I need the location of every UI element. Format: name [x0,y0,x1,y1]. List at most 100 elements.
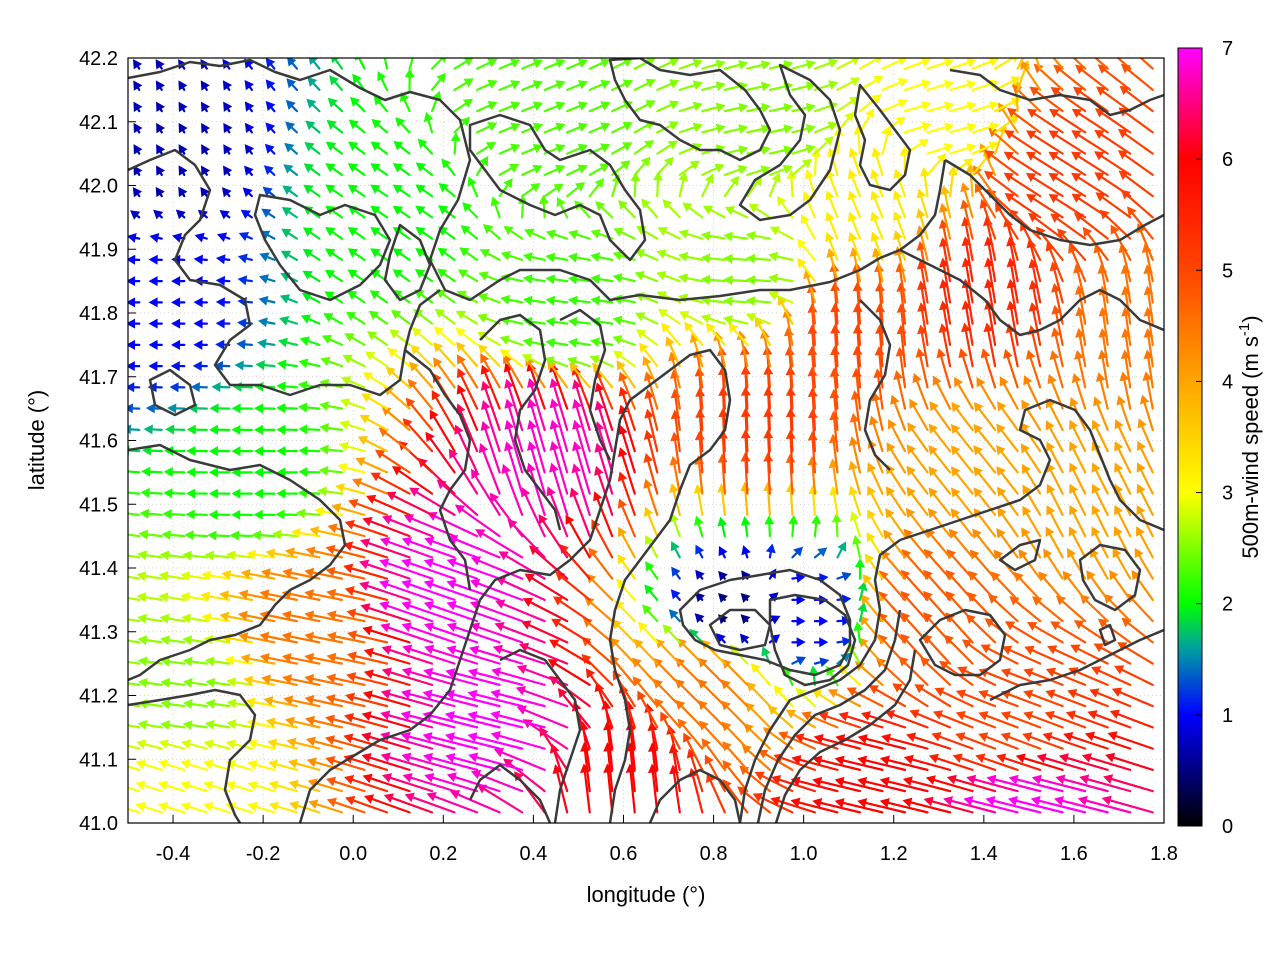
wind-arrow [1079,774,1132,793]
wind-arrow [645,561,659,580]
wind-arrow [745,275,771,286]
wind-arrow [566,143,589,155]
wind-arrow [280,250,299,261]
wind-arrow [1084,731,1132,750]
wind-arrow [180,780,208,793]
wind-arrow [764,515,775,538]
wind-arrow [158,592,186,603]
wind-arrow [522,597,569,623]
wind-arrow [791,546,804,559]
wind-arrow [433,357,456,389]
wind-arrow [1114,441,1132,474]
wind-arrow [968,570,997,601]
wind-arrow [325,248,344,261]
x-tick-label: 0.6 [610,843,638,865]
wind-arrow [211,382,231,393]
wind-arrow [415,184,434,198]
contour-line [128,443,347,682]
wind-arrow [1097,618,1132,644]
wind-arrow [568,295,591,306]
wind-arrow [238,589,276,601]
wind-arrow [469,645,524,665]
wind-arrow [567,356,591,368]
wind-arrow [404,792,456,814]
wind-arrow [768,145,794,156]
wind-arrow [231,446,253,457]
wind-arrow [582,617,614,644]
wind-arrow [186,488,208,499]
wind-arrow [325,735,366,750]
wind-arrow [661,322,681,346]
wind-arrow [549,419,569,474]
y-tick-label: 41.5 [79,494,118,516]
contour-line [148,368,197,417]
wind-arrow [721,700,749,729]
wind-arrow [492,644,546,665]
wind-arrow [445,753,501,771]
wind-arrow [980,644,1019,665]
wind-arrow [836,541,847,559]
wind-arrow [643,452,659,495]
wind-arrow [459,247,479,261]
wind-arrow [813,121,838,134]
wind-arrow [326,797,366,814]
wind-arrow [136,571,163,581]
wind-arrow [1058,753,1109,771]
wind-arrow [1025,172,1064,198]
wind-arrow [203,739,231,750]
wind-arrow [656,79,680,91]
wind-arrow [791,594,806,605]
wind-arrow [633,156,651,176]
wind-arrow [678,251,704,262]
wind-arrow [379,558,434,580]
wind-arrow [225,759,253,771]
wind-arrow [405,397,434,431]
wind-arrow [946,774,997,793]
wind-arrow [1045,526,1064,559]
wind-arrow [723,314,749,325]
wind-arrow [771,775,817,793]
wind-arrow [133,122,143,134]
wind-arrow [791,755,839,771]
wind-arrow [158,739,186,750]
wind-arrow [1082,226,1109,261]
wind-arrow [171,339,186,350]
wind-arrow [701,81,726,91]
wind-arrow [158,759,186,771]
colorbar-label-main: 500m-wind speed (m s [1238,336,1263,559]
wind-arrow [1111,687,1154,708]
wind-arrow [133,80,143,91]
wind-arrow [234,360,253,371]
wind-arrow [268,780,299,793]
wind-arrow [543,122,566,134]
wind-arrow [362,516,411,538]
wind-arrow [971,100,1000,113]
wind-arrow [881,116,906,134]
wind-arrow [741,545,751,559]
wind-arrow [544,356,569,368]
colorbar-label-end: ) [1238,315,1263,322]
wind-arrow [1045,667,1087,686]
wind-arrow [331,58,344,70]
wind-arrow [955,732,997,750]
wind-arrow [686,748,704,793]
wind-arrow [148,339,163,350]
wind-arrow [553,596,591,623]
wind-arrow [993,115,1020,134]
wind-arrow [178,101,188,113]
wind-arrow [986,774,1042,793]
wind-arrow [446,558,501,580]
wind-arrow [253,488,276,499]
wind-arrow [242,187,253,198]
wind-arrow [1092,396,1109,431]
wind-arrow [475,79,498,91]
wind-arrow [701,738,726,771]
wind-arrow [284,142,299,155]
wind-arrow [635,329,659,346]
wind-arrow [401,536,456,559]
wind-arrow [836,571,852,582]
wind-arrow [885,486,907,516]
wind-arrow [807,366,818,410]
wind-arrow [215,318,231,329]
wind-arrow [203,801,231,814]
